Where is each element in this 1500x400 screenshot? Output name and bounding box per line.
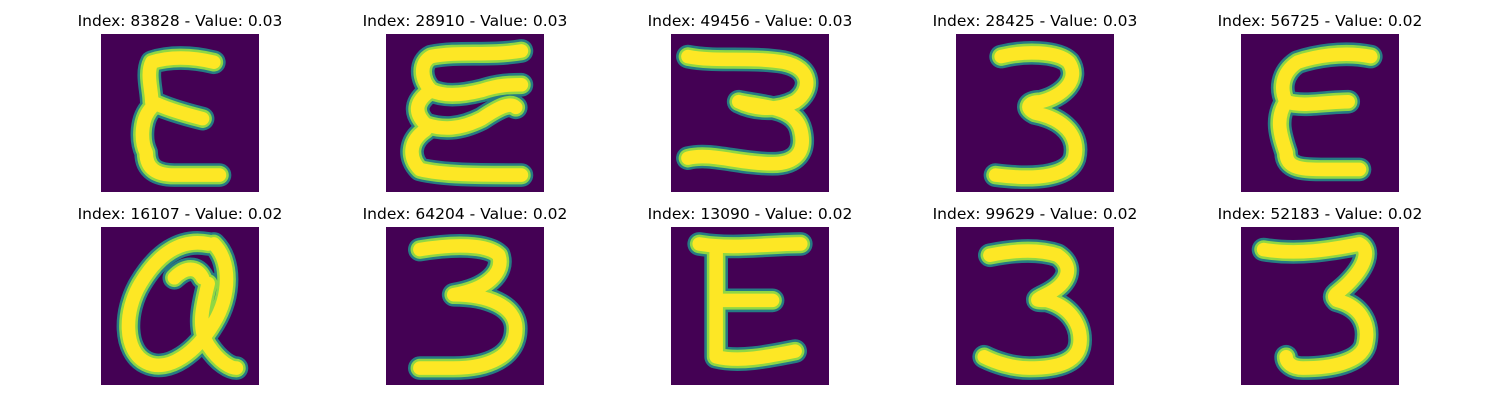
glyph-stroke xyxy=(413,239,523,375)
glyph-q-shape xyxy=(116,231,249,380)
digit-image xyxy=(386,34,544,192)
glyph-three-a xyxy=(983,41,1088,189)
digit-image xyxy=(671,227,829,385)
glyph-epsilon-c xyxy=(1267,42,1383,182)
panel-title: Index: 52183 - Value: 0.02 xyxy=(1217,205,1423,223)
panel-title: Index: 28425 - Value: 0.03 xyxy=(932,12,1138,30)
glyph-epsilon-b xyxy=(400,39,534,187)
glyph-stroke xyxy=(121,236,244,375)
panel-title: Index: 13090 - Value: 0.02 xyxy=(647,205,853,223)
glyph-stroke xyxy=(988,46,1083,184)
glyph-e-shape xyxy=(687,232,813,371)
panel: Index: 28910 - Value: 0.03 xyxy=(315,12,615,202)
panel: Index: 49456 - Value: 0.03 xyxy=(600,12,900,202)
digit-image xyxy=(1241,227,1399,385)
panel-title: Index: 64204 - Value: 0.02 xyxy=(362,205,568,223)
panel-title: Index: 16107 - Value: 0.02 xyxy=(77,205,283,223)
panel: Index: 56725 - Value: 0.02 xyxy=(1170,12,1470,202)
panel-title: Index: 83828 - Value: 0.03 xyxy=(77,12,283,30)
glyph-stroke xyxy=(1256,237,1374,375)
digit-image xyxy=(671,34,829,192)
panel: Index: 13090 - Value: 0.02 xyxy=(600,205,900,395)
glyph-stroke xyxy=(135,51,227,182)
digit-image xyxy=(386,227,544,385)
panel-title: Index: 56725 - Value: 0.02 xyxy=(1217,12,1423,30)
digit-image xyxy=(956,227,1114,385)
glyph-three-d xyxy=(1251,232,1379,380)
glyph-stroke xyxy=(977,244,1087,375)
glyph-epsilon-a xyxy=(130,46,232,187)
glyph-stroke xyxy=(405,44,529,182)
panel: Index: 64204 - Value: 0.02 xyxy=(315,205,615,395)
digit-image xyxy=(101,34,259,192)
panel: Index: 83828 - Value: 0.03 xyxy=(30,12,330,202)
glyph-stroke xyxy=(681,49,814,171)
panel-title: Index: 28910 - Value: 0.03 xyxy=(362,12,568,30)
panel-title: Index: 99629 - Value: 0.02 xyxy=(932,205,1138,223)
panel: Index: 99629 - Value: 0.02 xyxy=(885,205,1185,395)
digit-image xyxy=(1241,34,1399,192)
panel-title: Index: 49456 - Value: 0.03 xyxy=(647,12,853,30)
panel: Index: 28425 - Value: 0.03 xyxy=(885,12,1185,202)
glyph-stroke xyxy=(1272,47,1378,177)
panel: Index: 52183 - Value: 0.02 xyxy=(1170,205,1470,395)
glyph-three-b xyxy=(408,234,528,380)
glyph-three-c xyxy=(972,239,1092,380)
glyph-three-wide xyxy=(676,44,819,176)
glyph-stroke xyxy=(692,237,808,366)
panel: Index: 16107 - Value: 0.02 xyxy=(30,205,330,395)
digit-image xyxy=(101,227,259,385)
digit-image xyxy=(956,34,1114,192)
